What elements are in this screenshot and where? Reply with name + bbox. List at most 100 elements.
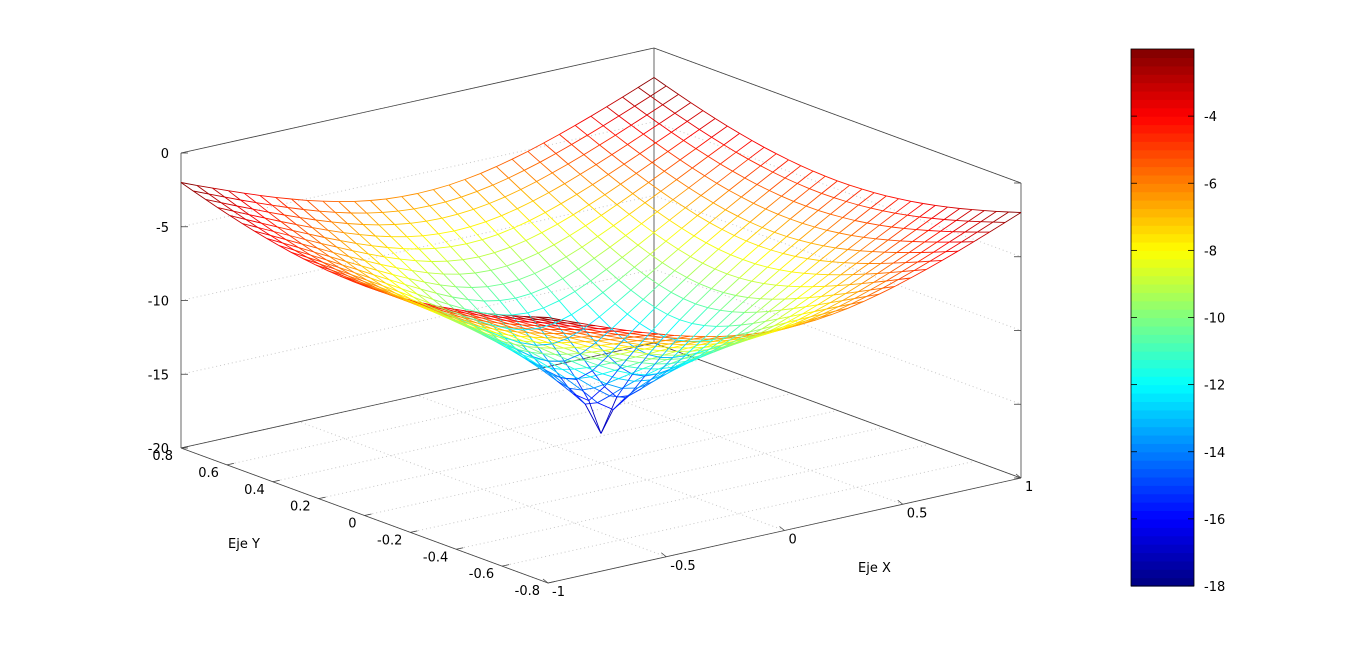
- mesh-segment: [270, 234, 287, 241]
- mesh-segment: [882, 279, 899, 289]
- mesh-segment: [504, 330, 521, 337]
- mesh-segment: [882, 210, 896, 214]
- mesh-segment: [527, 346, 544, 355]
- mesh-segment: [877, 272, 890, 274]
- mesh-segment: [467, 323, 484, 331]
- mesh-segment: [588, 346, 605, 351]
- mesh-segment: [549, 367, 567, 379]
- mesh-segment: [788, 159, 801, 167]
- mesh-segment: [765, 318, 778, 322]
- mesh-segment: [602, 331, 619, 336]
- mesh-segment: [525, 232, 542, 241]
- mesh-segment: [509, 246, 523, 261]
- mesh-segment: [716, 311, 733, 327]
- mesh-segment: [505, 320, 523, 326]
- mesh-segment: [626, 362, 640, 367]
- mesh-segment: [865, 273, 878, 275]
- mesh-segment: [760, 165, 774, 173]
- mesh-segment: [563, 319, 580, 324]
- mesh-segment: [705, 345, 722, 356]
- mesh-segment: [713, 202, 726, 211]
- colorbar-swatch: [1131, 57, 1194, 67]
- mesh-segment: [787, 322, 804, 329]
- mesh-segment: [318, 263, 336, 270]
- mesh-segment: [670, 291, 684, 300]
- colorbar-swatch: [1131, 200, 1194, 210]
- mesh-segment: [686, 277, 700, 285]
- mesh-segment: [730, 337, 747, 346]
- mesh-segment: [618, 266, 635, 281]
- mesh-segment: [590, 331, 603, 334]
- y-tick-label: -0.2: [377, 533, 402, 548]
- mesh-segment: [611, 313, 628, 330]
- mesh-segment: [471, 287, 485, 302]
- mesh-segment: [1004, 212, 1022, 223]
- mesh-segment: [301, 243, 315, 253]
- mesh-segment: [873, 280, 887, 283]
- colorbar-swatch: [1131, 376, 1194, 386]
- mesh-segment: [749, 208, 766, 223]
- mesh-segment: [657, 199, 674, 213]
- mesh-segment: [716, 182, 730, 191]
- mesh-segment: [795, 255, 808, 260]
- mesh-segment: [291, 198, 304, 210]
- mesh-segment: [737, 323, 754, 336]
- mesh-segment: [838, 303, 852, 307]
- mesh-segment: [672, 199, 686, 209]
- mesh-segment: [665, 340, 682, 342]
- mesh-segment: [840, 262, 857, 276]
- mesh-segment: [619, 348, 637, 368]
- mesh-segment: [518, 279, 532, 294]
- mesh-segment: [527, 307, 544, 314]
- mesh-segment: [320, 243, 334, 253]
- mesh-segment: [641, 211, 658, 225]
- mesh-segment: [606, 383, 623, 389]
- mesh-segment: [765, 195, 782, 210]
- mesh-segment: [681, 352, 698, 366]
- mesh-segment: [266, 238, 280, 246]
- mesh-segment: [663, 351, 677, 356]
- mesh-segment: [816, 261, 833, 275]
- mesh-segment: [569, 387, 582, 391]
- mesh-segment: [419, 247, 435, 250]
- mesh-segment: [280, 221, 294, 231]
- mesh-segment: [369, 200, 383, 213]
- mesh-segment: [623, 153, 641, 165]
- mesh-segment: [814, 302, 831, 312]
- mesh-segment: [546, 278, 563, 288]
- mesh-segment: [700, 182, 718, 196]
- mesh-segment: [572, 341, 586, 343]
- mesh-segment: [534, 273, 548, 288]
- mesh-segment: [723, 144, 737, 153]
- mesh-segment: [789, 313, 803, 318]
- mesh-segment: [760, 153, 777, 167]
- mesh-segment: [506, 345, 523, 356]
- mesh-segment: [507, 334, 524, 342]
- mesh-segment: [552, 172, 565, 185]
- mesh-segment: [676, 167, 693, 180]
- mesh-segment: [394, 222, 411, 225]
- mesh-segment: [737, 202, 754, 217]
- z-tick-label: -10: [148, 295, 169, 310]
- mesh-segment: [388, 279, 402, 290]
- mesh-segment: [514, 344, 532, 353]
- y-tick-label: 0.8: [152, 449, 173, 464]
- mesh-segment: [658, 270, 676, 286]
- mesh-segment: [557, 223, 571, 236]
- mesh-segment: [879, 212, 896, 226]
- mesh-segment: [671, 121, 688, 133]
- mesh-segment: [574, 367, 587, 370]
- mesh-segment: [858, 192, 875, 206]
- mesh-segment: [851, 222, 868, 236]
- mesh-segment: [392, 274, 409, 279]
- mesh-segment: [919, 205, 936, 218]
- mesh-segment: [408, 278, 425, 283]
- mesh-segment: [833, 292, 846, 296]
- mesh-segment: [313, 251, 327, 261]
- mesh-segment: [620, 173, 637, 185]
- mesh-segment: [621, 257, 635, 268]
- mesh-segment: [322, 261, 339, 268]
- mesh-segment: [493, 318, 510, 325]
- mesh-segment: [723, 292, 736, 296]
- mesh-segment: [406, 236, 420, 250]
